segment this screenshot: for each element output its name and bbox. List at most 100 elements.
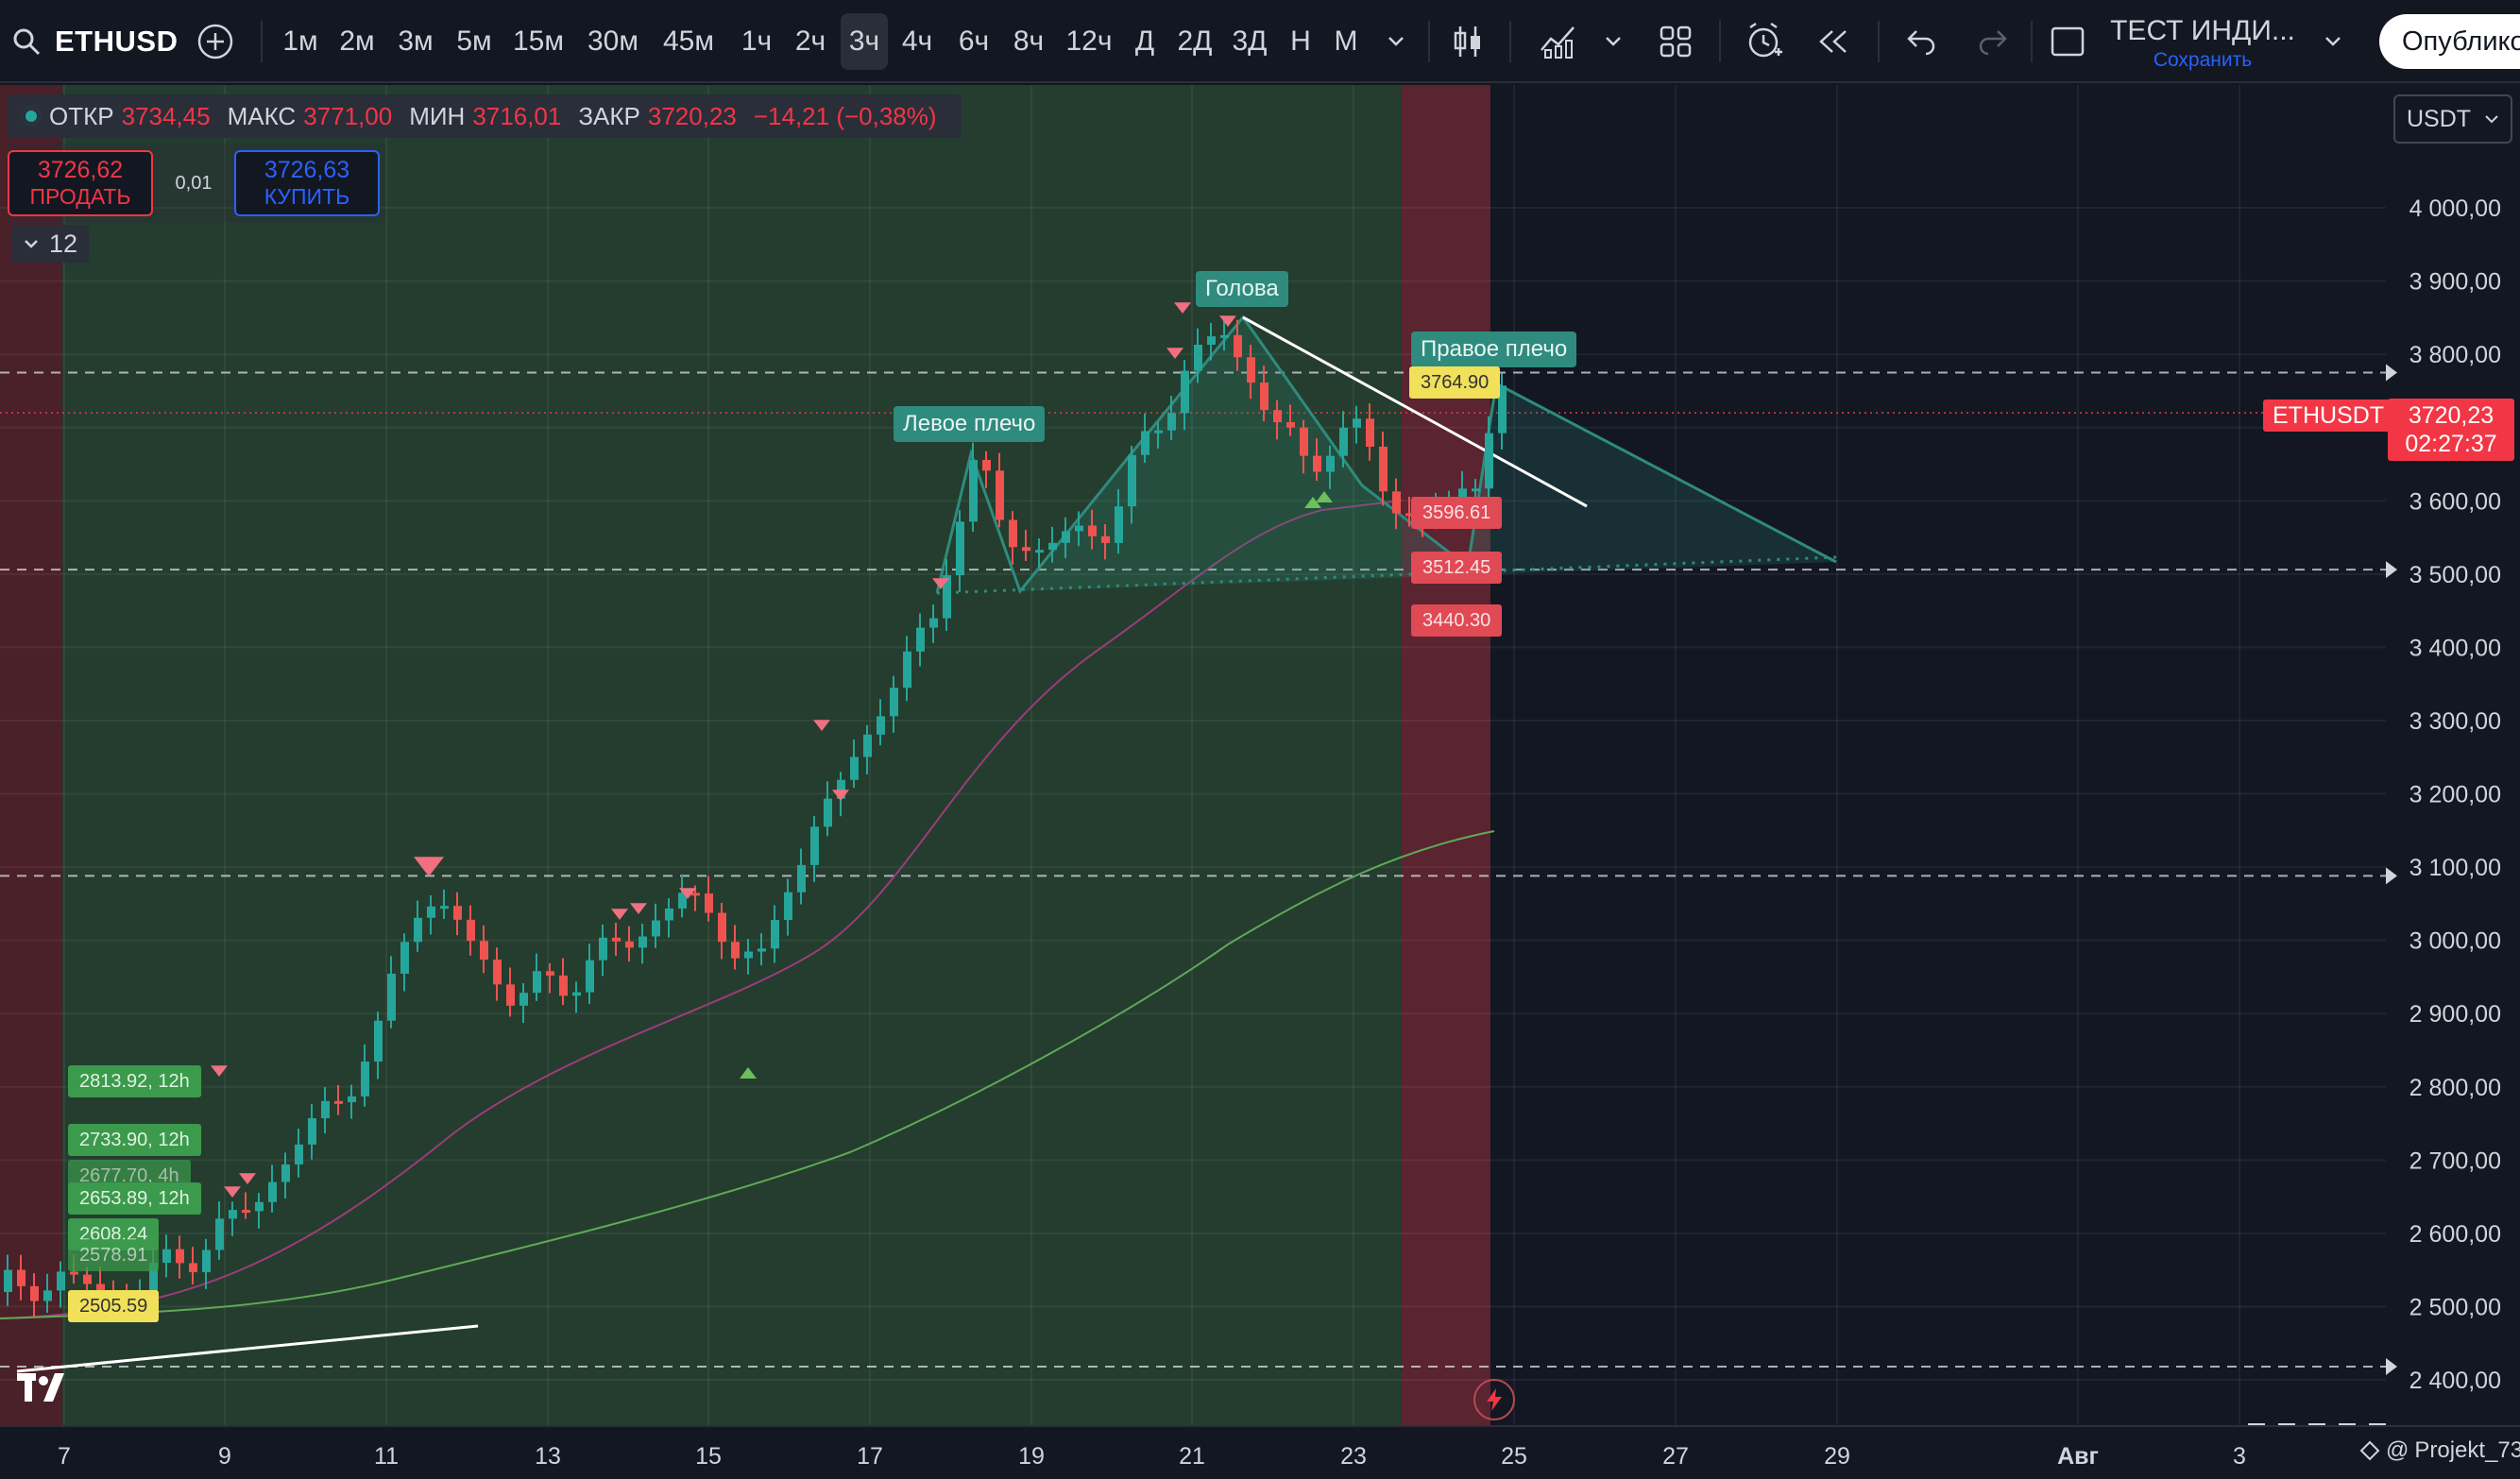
interval-5[interactable]: 30м bbox=[587, 26, 639, 57]
layout-save-status[interactable]: Сохранить bbox=[2153, 49, 2253, 71]
indicators-icon bbox=[1541, 26, 1575, 59]
interval-17[interactable]: Н bbox=[1290, 26, 1311, 57]
price-axis-label: 4 000,00 bbox=[2409, 196, 2501, 222]
candle-body bbox=[1353, 418, 1361, 428]
price-axis-label: 3 000,00 bbox=[2409, 928, 2501, 955]
candle-body bbox=[1260, 382, 1269, 411]
interval-16[interactable]: 3Д bbox=[1232, 26, 1268, 57]
candle-body bbox=[149, 1263, 158, 1292]
price-axis-label: 3 600,00 bbox=[2409, 488, 2501, 515]
interval-6[interactable]: 45м bbox=[663, 26, 714, 57]
candles-icon bbox=[1454, 26, 1480, 57]
diamond-icon bbox=[2359, 1440, 2380, 1461]
interval-10[interactable]: 4ч bbox=[901, 26, 933, 57]
high-label: МАКС bbox=[227, 101, 297, 130]
level-badge: 2813.92, 12h bbox=[68, 1065, 201, 1097]
interval-12[interactable]: 8ч bbox=[1013, 26, 1045, 57]
tradingview-logo-icon[interactable] bbox=[13, 1368, 81, 1405]
interval-15[interactable]: 2Д bbox=[1177, 26, 1213, 57]
sell-signal-icon bbox=[414, 857, 444, 876]
symbol-search[interactable]: ETHUSD bbox=[11, 0, 178, 83]
sell-signal-icon bbox=[611, 909, 628, 920]
candle-body bbox=[982, 459, 991, 471]
sell-price: 3726,62 bbox=[37, 157, 124, 184]
interval-8[interactable]: 2ч bbox=[794, 26, 826, 57]
indicators-dropdown[interactable] bbox=[1598, 0, 1628, 83]
candle-body bbox=[1181, 370, 1189, 414]
redo-button[interactable] bbox=[1972, 0, 2014, 83]
interval-14[interactable]: Д bbox=[1134, 26, 1155, 57]
candle-body bbox=[1207, 336, 1216, 345]
author-watermark: @ Projekt_73 bbox=[2359, 1437, 2520, 1464]
currency-select[interactable]: USDT bbox=[2393, 94, 2512, 144]
layout-dropdown[interactable] bbox=[2318, 0, 2348, 83]
candle-body bbox=[215, 1218, 224, 1250]
price-axis[interactable]: 4 000,003 900,003 800,003 700,003 600,00… bbox=[2409, 196, 2501, 1394]
candle-body bbox=[295, 1144, 303, 1164]
publish-button[interactable]: Опублико bbox=[2379, 14, 2520, 69]
candle-body bbox=[1405, 513, 1414, 517]
ma-slow-line bbox=[0, 500, 1403, 1319]
interval-dropdown[interactable] bbox=[1379, 0, 1413, 83]
watermark-at: @ bbox=[2386, 1437, 2409, 1463]
ma-long-line bbox=[0, 830, 1495, 1319]
time-axis-label: 3 bbox=[2233, 1443, 2246, 1470]
interval-9[interactable]: 3ч bbox=[841, 13, 888, 70]
chart-canvas[interactable]: 4 000,003 900,003 800,003 700,003 600,00… bbox=[0, 85, 2520, 1479]
interval-4[interactable]: 15м bbox=[513, 26, 564, 57]
buy-signal-icon bbox=[1304, 497, 1321, 508]
price-axis-label: 3 100,00 bbox=[2409, 855, 2501, 881]
level-badge: 3512.45 bbox=[1411, 552, 1503, 584]
ohlc-legend[interactable]: ОТКР 3734,45 МАКС 3771,00 МИН 3716,01 ЗА… bbox=[8, 94, 962, 138]
price-axis-label: 2 900,00 bbox=[2409, 1001, 2501, 1028]
candle-body bbox=[57, 1271, 65, 1291]
interval-13[interactable]: 12ч bbox=[1065, 26, 1113, 57]
interval-0[interactable]: 1м bbox=[282, 26, 318, 57]
lightning-replay-button[interactable] bbox=[1473, 1379, 1515, 1420]
interval-1[interactable]: 2м bbox=[339, 26, 375, 57]
interval-7[interactable]: 1ч bbox=[741, 26, 773, 57]
time-axis-label: 9 bbox=[218, 1443, 231, 1470]
toolbar-divider bbox=[1719, 21, 1721, 62]
candle-body bbox=[1326, 455, 1335, 472]
chevron-down-icon bbox=[1606, 37, 1621, 46]
level-badge: 2653.89, 12h bbox=[68, 1182, 201, 1215]
candle-body bbox=[1154, 430, 1163, 434]
candle-body bbox=[863, 734, 872, 757]
interval-3[interactable]: 5м bbox=[456, 26, 492, 57]
plus-circle-icon bbox=[197, 24, 233, 60]
chart-type-button[interactable] bbox=[1445, 0, 1490, 83]
candle-body bbox=[374, 1020, 383, 1062]
indicators-toggle[interactable]: 12 bbox=[11, 225, 90, 263]
square-icon bbox=[2051, 26, 2085, 57]
layout-name[interactable]: ТЕСТ ИНДИ... Сохранить bbox=[2108, 15, 2297, 72]
interval-2[interactable]: 3м bbox=[398, 26, 434, 57]
indicators-button[interactable] bbox=[1534, 0, 1583, 83]
buy-button[interactable]: 3726,63 КУПИТЬ bbox=[234, 150, 380, 216]
green-zone bbox=[62, 85, 1402, 1426]
red-zone-right bbox=[1402, 85, 1490, 1426]
candle-body bbox=[96, 1284, 105, 1291]
candle-body bbox=[639, 936, 647, 948]
candle-body bbox=[1194, 344, 1202, 371]
market-status-icon bbox=[21, 106, 42, 127]
templates-button[interactable] bbox=[1653, 0, 1698, 83]
buy-signal-icon bbox=[1316, 491, 1333, 502]
candle-body bbox=[1234, 334, 1242, 358]
candle-body bbox=[1472, 488, 1480, 492]
interval-18[interactable]: М bbox=[1334, 26, 1358, 57]
toolbar-divider bbox=[261, 21, 263, 62]
undo-button[interactable] bbox=[1900, 0, 1942, 83]
time-axis[interactable]: 7 9 11 13 15 17 19 21 23 25 27 29 Авг 3 bbox=[0, 1425, 2520, 1479]
candle-body bbox=[1220, 334, 1229, 338]
interval-11[interactable]: 6ч bbox=[958, 26, 990, 57]
alert-button[interactable] bbox=[1740, 0, 1789, 83]
compare-symbol-button[interactable] bbox=[193, 0, 238, 83]
candle-body bbox=[784, 892, 792, 921]
candle-body bbox=[427, 906, 435, 918]
sell-button[interactable]: 3726,62 ПРОДАТЬ bbox=[8, 150, 153, 216]
fullscreen-button[interactable] bbox=[2046, 0, 2089, 83]
chart-area[interactable]: 4 000,003 900,003 800,003 700,003 600,00… bbox=[0, 85, 2520, 1479]
replay-button[interactable] bbox=[1812, 0, 1857, 83]
candle-body bbox=[691, 892, 700, 896]
